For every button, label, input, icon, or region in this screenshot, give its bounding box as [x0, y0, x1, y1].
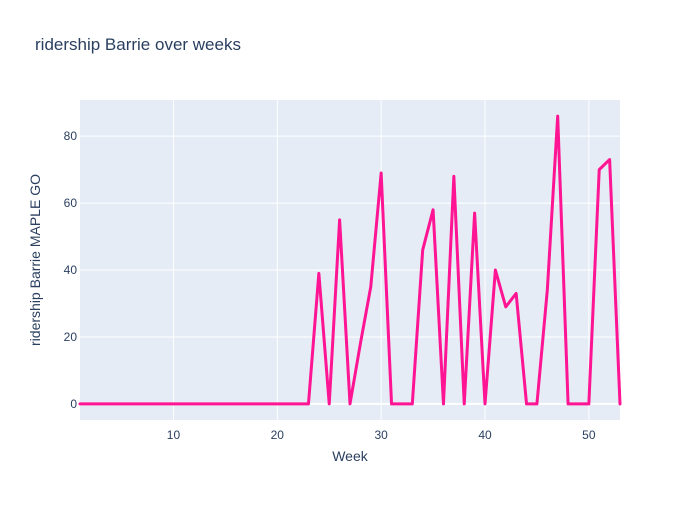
y-tick-label: 40 [64, 263, 78, 277]
x-tick-label: 30 [374, 428, 388, 442]
series-lines [78, 114, 622, 406]
y-tick-label: 0 [70, 397, 77, 411]
x-tick-label: 10 [167, 428, 181, 442]
y-tick-label: 80 [64, 129, 78, 143]
x-tick-label: 40 [478, 428, 492, 442]
plot-area [80, 100, 620, 420]
tick-labels: 10 20 30 40 50 0 20 40 60 80 [64, 129, 596, 442]
y-tick-label: 60 [64, 196, 78, 210]
x-tick-label: 50 [582, 428, 596, 442]
series-line [78, 114, 622, 406]
y-tick-label: 20 [64, 330, 78, 344]
y-axis-title: ridership Barrie MAPLE GO [27, 174, 43, 346]
x-tick-label: 20 [271, 428, 285, 442]
chart-title: ridership Barrie over weeks [35, 35, 241, 54]
x-axis-title: Week [332, 448, 369, 464]
